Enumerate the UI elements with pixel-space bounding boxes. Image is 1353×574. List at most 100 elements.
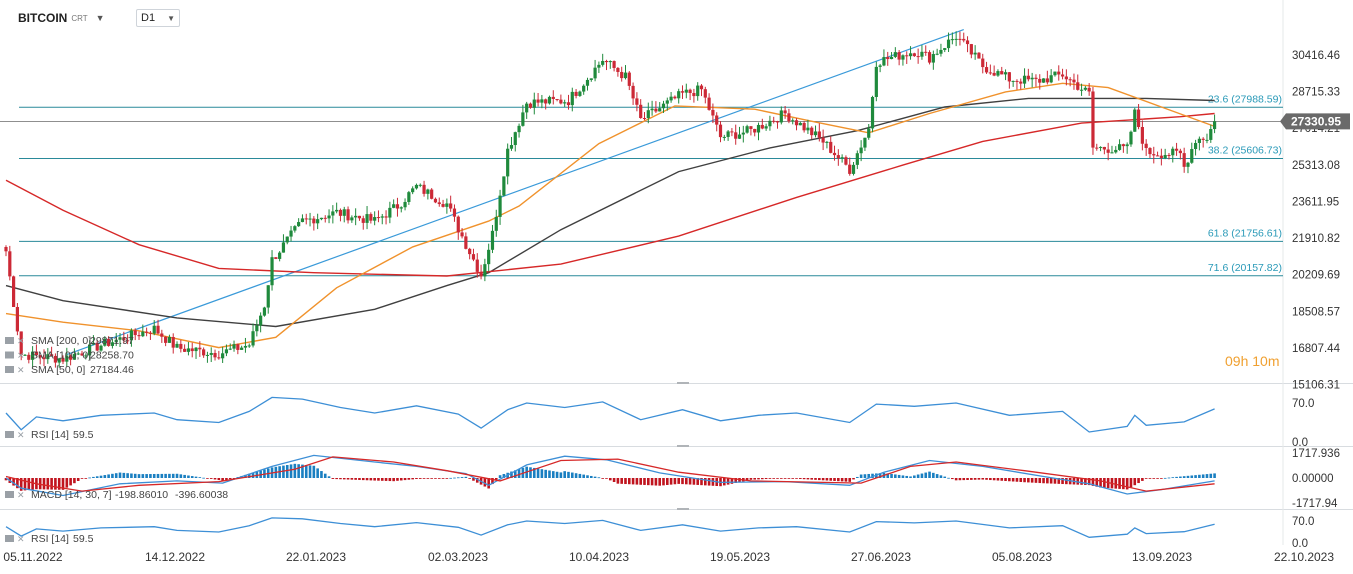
candle — [240, 347, 244, 350]
candle — [521, 112, 525, 126]
candle — [331, 211, 335, 216]
macd-bar — [23, 478, 27, 491]
macd-bar — [1205, 474, 1209, 478]
macd-bar — [639, 478, 642, 485]
candle — [1159, 155, 1163, 158]
macd-bar — [780, 478, 783, 479]
candle — [91, 342, 96, 345]
macd-bar — [320, 471, 323, 478]
macd-bar — [540, 469, 544, 478]
macd-bar — [985, 478, 988, 480]
candle — [194, 347, 198, 352]
macd-bar — [437, 478, 441, 479]
macd-bar — [1042, 478, 1045, 484]
macd-bar — [415, 478, 418, 479]
candle — [80, 353, 84, 356]
macd-bar — [327, 476, 331, 478]
macd-bar — [350, 478, 354, 480]
macd-bar — [966, 478, 969, 480]
macd-bar — [92, 476, 95, 478]
candle — [418, 184, 422, 186]
macd-bar — [1137, 478, 1140, 484]
candle — [825, 141, 829, 143]
candle — [50, 354, 54, 356]
candle — [1140, 127, 1144, 144]
macd-bar — [80, 478, 84, 479]
macd-bar — [574, 473, 578, 478]
candle — [4, 247, 8, 252]
macd-bar — [1057, 478, 1061, 484]
timeframe-dropdown[interactable]: D1 ▼ — [136, 9, 180, 27]
candle — [319, 217, 324, 220]
candle — [437, 202, 441, 205]
candle — [813, 131, 818, 136]
timeframe-value: D1 — [141, 12, 156, 24]
candle — [224, 349, 229, 354]
candle — [433, 198, 438, 203]
macd-bar — [624, 478, 627, 485]
candle — [1136, 109, 1141, 128]
macd-bar — [787, 478, 791, 479]
fib-level-label: 71.6 (20157.82) — [1208, 262, 1282, 274]
candle — [19, 331, 23, 356]
candle — [449, 203, 453, 209]
candle — [1209, 129, 1213, 140]
macd-bar — [377, 478, 380, 481]
macd-bar — [897, 474, 901, 478]
macd-bar — [749, 478, 753, 480]
candle — [612, 61, 616, 68]
candle — [582, 85, 586, 92]
macd-bar — [829, 478, 833, 481]
candle — [107, 338, 111, 346]
candle — [908, 53, 913, 57]
macd-bar — [487, 478, 490, 489]
fib-level-label: 61.8 (21756.61) — [1208, 227, 1282, 239]
candle — [1190, 149, 1194, 163]
macd-bar — [12, 478, 15, 486]
macd-bar — [601, 478, 604, 479]
candle — [1049, 75, 1053, 83]
candle — [384, 216, 388, 218]
candle — [943, 48, 947, 50]
candle — [84, 355, 88, 357]
menu-icon — [5, 351, 14, 359]
candle — [65, 355, 69, 362]
macd-bar — [1129, 478, 1133, 488]
macd-bar — [388, 478, 392, 482]
candle — [148, 332, 153, 334]
candle — [15, 306, 20, 332]
symbol-selector[interactable]: BITCOIN CRT ▼ — [18, 9, 105, 27]
candle — [597, 64, 601, 68]
macd-bar — [1175, 476, 1178, 478]
macd-bar — [335, 478, 338, 480]
candle — [1174, 148, 1179, 151]
candle — [544, 99, 548, 104]
candle — [479, 271, 483, 277]
macd-bar — [122, 472, 126, 478]
y-tick-label: 21910.82 — [1292, 233, 1340, 245]
macd-bar — [692, 478, 696, 485]
resize-handle — [677, 382, 689, 384]
macd-bar — [418, 478, 422, 479]
rsi2-tick-label: 0.0 — [1292, 538, 1308, 550]
macd-bar — [369, 478, 373, 481]
macd-bar — [1148, 478, 1152, 479]
macd-bar — [244, 474, 247, 478]
candle — [673, 96, 677, 99]
macd-bar — [293, 463, 297, 478]
menu-icon — [5, 491, 14, 498]
candle — [851, 164, 856, 174]
candle — [399, 207, 403, 209]
candle — [836, 155, 840, 159]
macd-bar — [818, 478, 821, 481]
macd-bar — [559, 472, 563, 478]
candle — [1106, 149, 1110, 153]
candle — [487, 249, 491, 265]
fib-level-label: 23.6 (27988.59) — [1208, 93, 1282, 105]
candle — [878, 65, 882, 67]
macd-bar — [1182, 476, 1186, 478]
candle — [1182, 153, 1186, 167]
macd-bar — [905, 475, 909, 478]
candle — [711, 109, 715, 116]
